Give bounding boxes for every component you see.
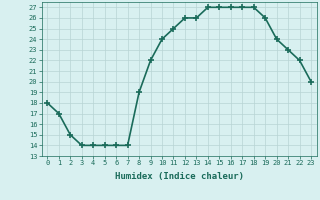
X-axis label: Humidex (Indice chaleur): Humidex (Indice chaleur): [115, 172, 244, 181]
